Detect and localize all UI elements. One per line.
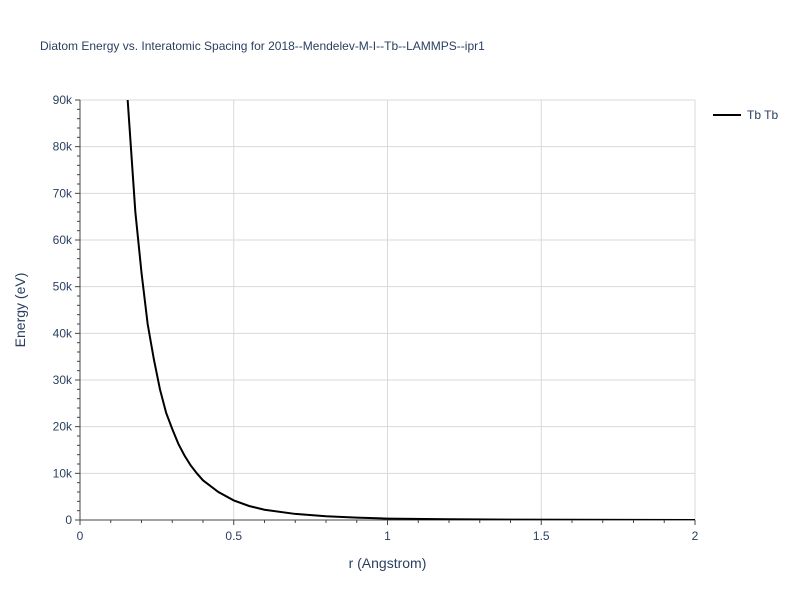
y-tick-label: 70k	[53, 186, 73, 200]
legend[interactable]: Tb Tb	[713, 108, 778, 122]
y-tick-label: 90k	[53, 93, 73, 107]
y-tick-label: 50k	[53, 280, 73, 294]
y-tick-label: 20k	[53, 420, 73, 434]
x-tick-label: 0.5	[225, 529, 242, 543]
legend-label: Tb Tb	[747, 108, 778, 122]
chart-title: Diatom Energy vs. Interatomic Spacing fo…	[40, 39, 485, 53]
y-tick-label: 40k	[53, 326, 73, 340]
y-tick-label: 60k	[53, 233, 73, 247]
y-tick-label: 10k	[53, 466, 73, 480]
x-tick-label: 1	[384, 529, 391, 543]
axes: 0 10k 20k 30k 40k 50k 60k 70k 80k 90k 0 0.5 1 1.5 2	[53, 93, 699, 543]
legend-item[interactable]: Tb Tb	[713, 108, 778, 122]
x-tick-label: 0	[77, 529, 84, 543]
y-tick-label: 30k	[53, 373, 73, 387]
x-tick-label: 2	[692, 529, 699, 543]
grid	[80, 99, 696, 520]
series-layer	[126, 100, 695, 520]
y-tick-label: 0	[65, 513, 72, 527]
series-line-0	[126, 100, 695, 520]
x-tick-label: 1.5	[533, 529, 550, 543]
y-axis-title: Energy (eV)	[12, 273, 28, 348]
y-tick-label: 80k	[53, 140, 73, 154]
x-axis-title: r (Angstrom)	[349, 555, 427, 571]
